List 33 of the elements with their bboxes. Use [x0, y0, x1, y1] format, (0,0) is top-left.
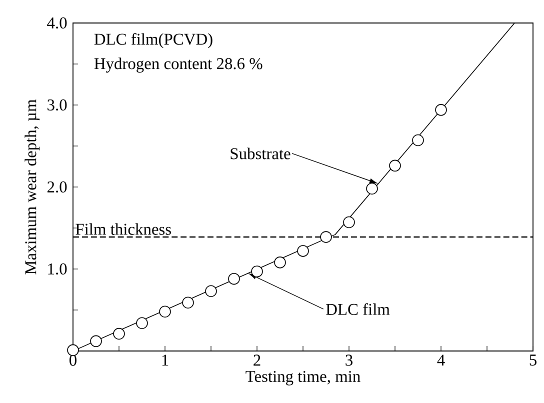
point: [90, 335, 102, 348]
x-axis-title: Testing time, min: [246, 370, 360, 386]
x-tick-label: 2: [254, 354, 260, 366]
y-tick-label: 4.0: [47, 17, 67, 29]
y-axis-title: Maximum wear depth, µm: [24, 99, 40, 274]
point: [274, 256, 286, 268]
x-tick-label: 1: [162, 354, 168, 366]
point: [412, 134, 424, 146]
annotation: DLC film: [326, 303, 390, 315]
point: [136, 317, 148, 329]
point: [251, 266, 263, 278]
y-tick-label: 3.0: [48, 99, 67, 111]
point: [343, 216, 355, 228]
ref-line-label: Film thickness: [76, 223, 171, 235]
point: [67, 344, 79, 356]
annotation: Hydrogen content 28.6 %: [94, 58, 262, 73]
point: [320, 231, 332, 243]
point: [228, 272, 240, 285]
annotation: Substrate: [230, 148, 290, 160]
annotation: DLC film(PCVD): [94, 33, 212, 48]
point: [205, 285, 217, 298]
point: [113, 328, 125, 340]
x-tick-label: 4: [437, 354, 445, 366]
point: [366, 182, 378, 195]
point: [435, 104, 447, 116]
y-tick-label: 2.0: [47, 181, 67, 193]
point: [297, 245, 309, 257]
point: [182, 296, 194, 308]
y-tick-label: 1.0: [48, 263, 67, 275]
point: [159, 306, 171, 318]
x-tick-label: 5: [530, 354, 536, 366]
x-tick-label: 3: [346, 354, 352, 366]
point: [389, 160, 401, 172]
